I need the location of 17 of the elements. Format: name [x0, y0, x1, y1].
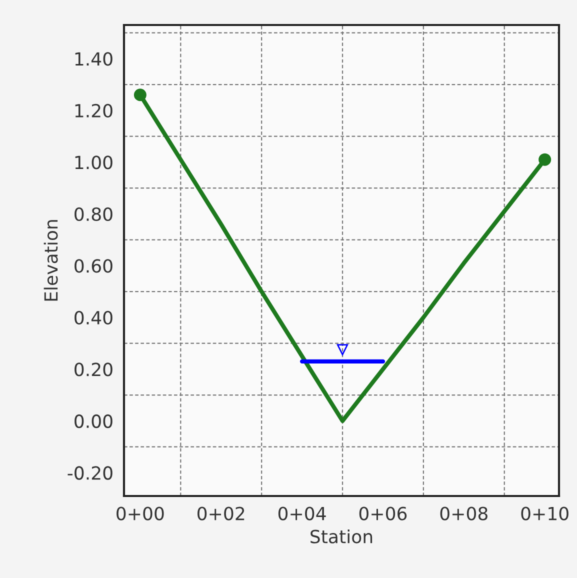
y-tick-label: 1.20 [75, 104, 112, 118]
y-tick-label: 0.20 [74, 362, 112, 376]
x-tick-label: 0+04 [278, 506, 326, 520]
x-tick-label: 0+02 [198, 506, 244, 520]
y-tick-label: 1.00 [75, 156, 112, 170]
x-tick-label: 0+08 [440, 506, 488, 520]
y-tick-label: 0.60 [74, 259, 112, 273]
x-tick-label: 0+10 [521, 506, 568, 520]
x-tick-label: 0+06 [359, 506, 407, 520]
y-tick-label: 0.80 [74, 207, 112, 222]
y-axis-title: Elevation [44, 220, 58, 301]
y-tick-label: -0.20 [68, 466, 112, 480]
x-tick-label: 0+00 [116, 506, 164, 520]
y-tick-label: 1.40 [75, 52, 112, 66]
y-tick-label: 0.40 [74, 310, 112, 325]
y-tick-label: 0.00 [74, 414, 112, 428]
x-axis-title: Station [310, 529, 372, 544]
